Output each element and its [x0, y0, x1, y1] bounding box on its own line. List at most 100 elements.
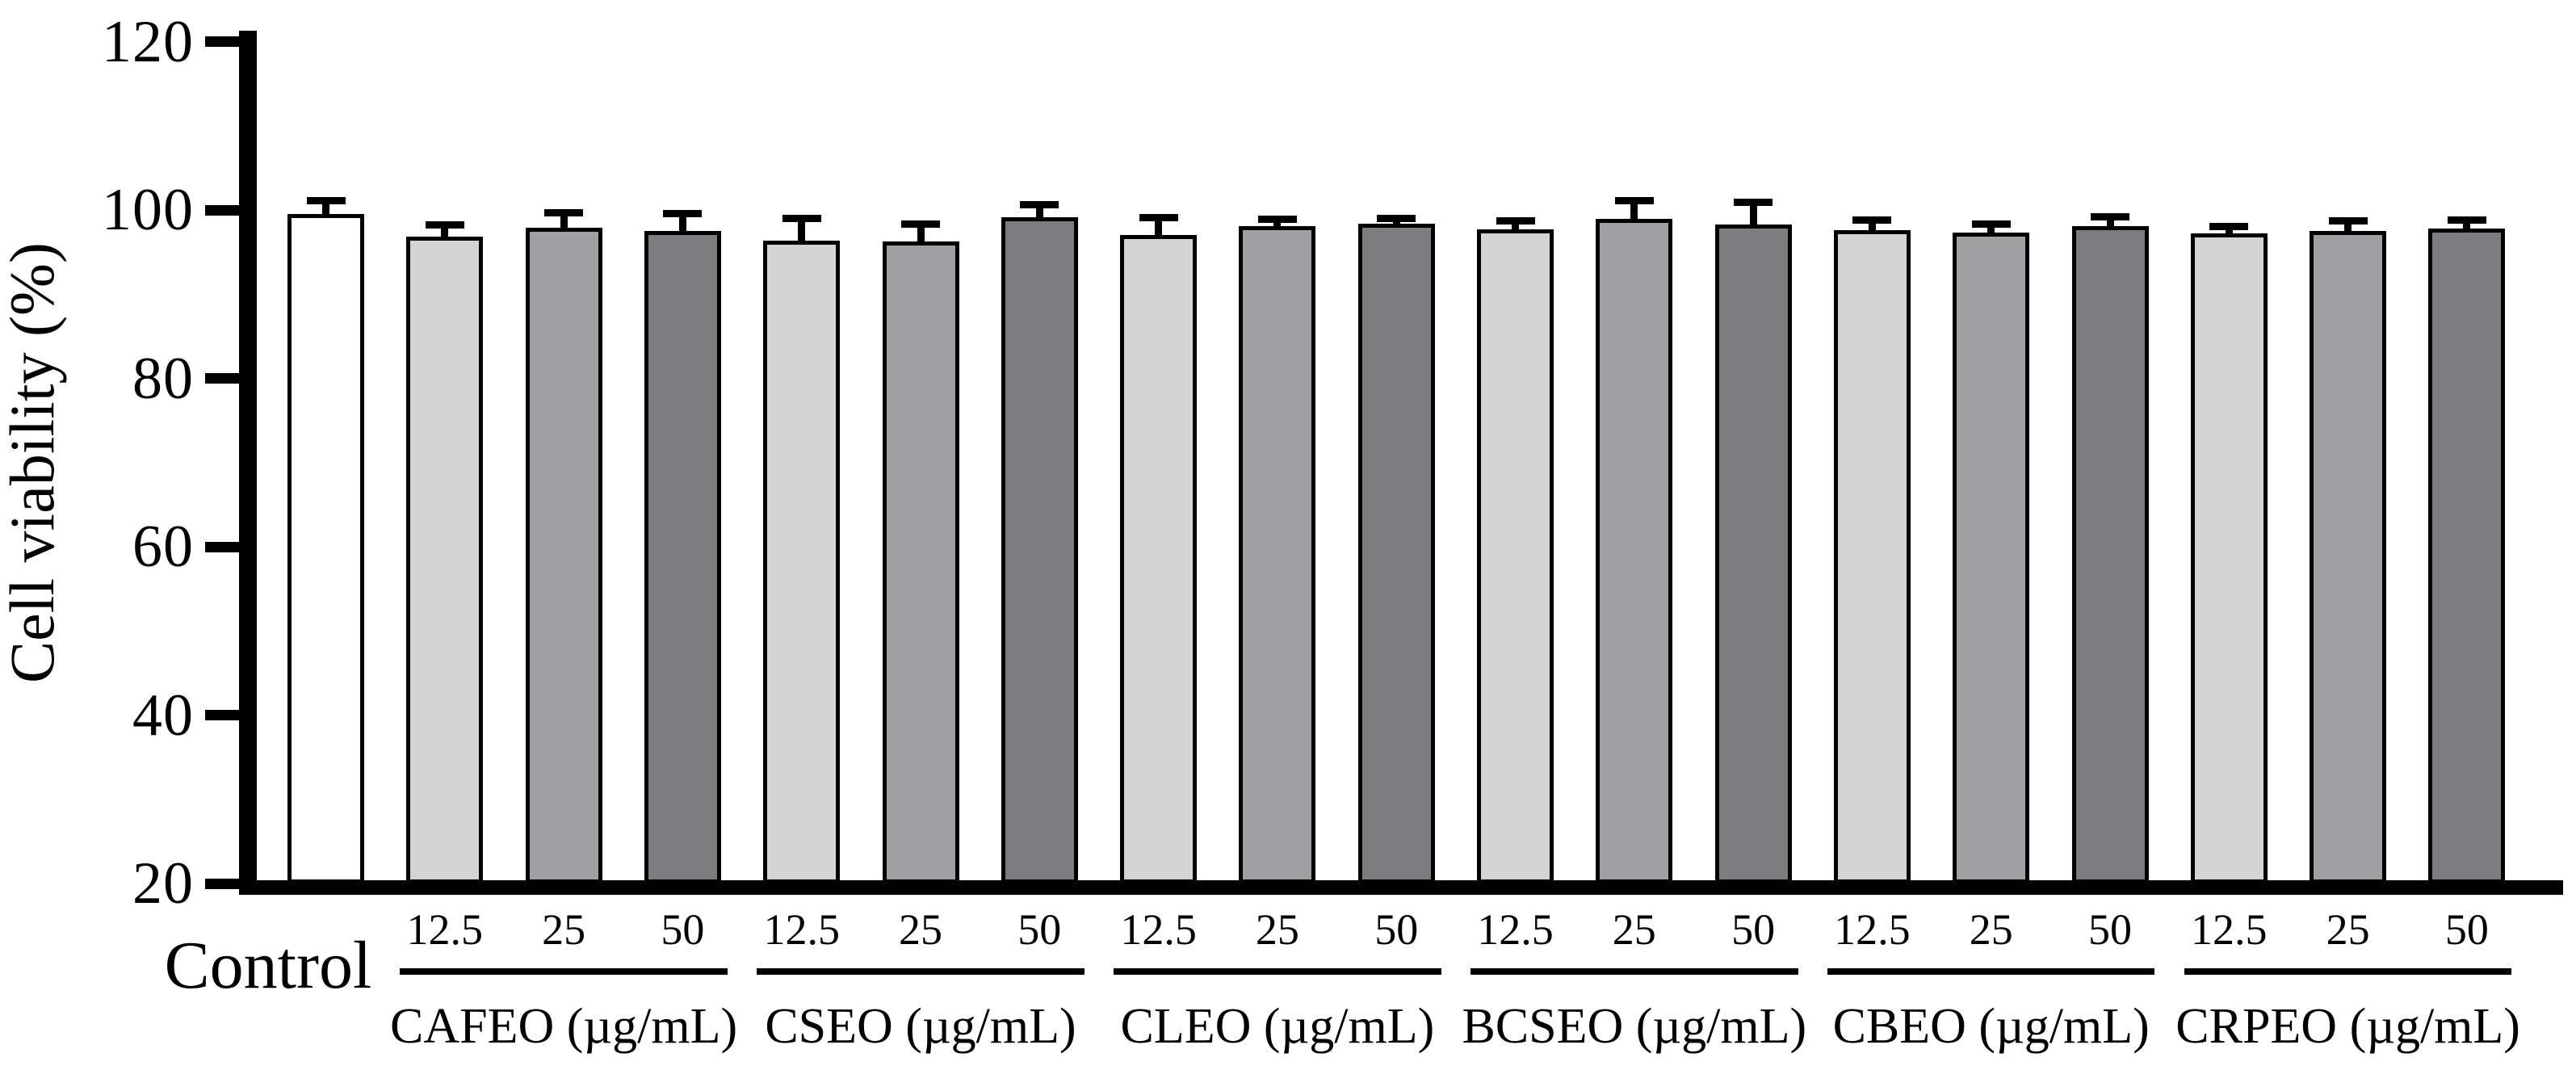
error-bar-cap	[306, 197, 346, 205]
bar	[406, 237, 484, 883]
x-dose-label: 50	[1374, 905, 1419, 954]
error-bar-stem	[441, 225, 449, 241]
error-bar-stem	[2344, 220, 2352, 236]
bar	[644, 231, 721, 883]
group-label: CRPEO (µg/mL)	[2175, 999, 2520, 1054]
error-bar-stem	[1987, 224, 1995, 237]
error-bar-stem	[1512, 220, 1519, 233]
error-bar-stem	[798, 218, 806, 245]
error-bar-cap	[1971, 220, 2011, 229]
y-tick-mark	[205, 204, 254, 216]
error-bar-stem	[1749, 202, 1757, 229]
x-dose-label: 12.5	[763, 905, 840, 954]
error-bar-cap	[1614, 197, 1654, 205]
error-bar-stem	[560, 212, 568, 232]
error-bar-cap	[1852, 216, 1892, 224]
error-bar-cap	[2447, 216, 2486, 224]
error-bar-stem	[1630, 200, 1638, 224]
x-axis-baseline	[239, 880, 2563, 895]
bar	[525, 227, 602, 883]
y-axis-line	[239, 31, 257, 895]
x-dose-label: 25	[1612, 905, 1656, 954]
error-bar-cap	[1020, 201, 1059, 209]
bar	[2310, 231, 2387, 883]
bar	[2190, 233, 2268, 883]
error-bar-stem	[1273, 219, 1282, 230]
x-dose-label: 12.5	[1120, 905, 1197, 954]
error-bar-cap	[782, 214, 821, 222]
x-dose-label: 25	[1255, 905, 1299, 954]
bar	[287, 214, 364, 883]
y-tick-label: 40	[132, 682, 194, 749]
error-bar-cap	[901, 220, 940, 229]
error-bar-cap	[2328, 217, 2368, 225]
x-dose-label: 50	[661, 905, 705, 954]
y-tick-label: 100	[102, 177, 194, 243]
x-dose-label: 50	[1731, 905, 1776, 954]
error-bar-cap	[1496, 217, 1535, 225]
x-dose-label: 50	[1017, 905, 1062, 954]
group-label: CBEO (µg/mL)	[1832, 999, 2150, 1054]
error-bar-cap	[663, 209, 703, 217]
y-tick-mark	[205, 36, 254, 47]
y-tick-mark	[205, 541, 254, 552]
error-bar-stem	[2463, 220, 2471, 233]
error-bar-cap	[425, 221, 464, 229]
y-axis-title: Cell viability (%)	[0, 242, 67, 683]
group-label: CLEO (µg/mL)	[1120, 999, 1435, 1054]
error-bar-cap	[1139, 213, 1178, 221]
bar	[1120, 235, 1198, 883]
error-bar-stem	[1035, 204, 1043, 222]
group-underline	[757, 968, 1085, 975]
y-tick-label: 80	[132, 345, 194, 412]
bar	[1596, 219, 1673, 883]
x-dose-label: 25	[1969, 905, 2013, 954]
y-tick-label: 120	[102, 8, 194, 75]
error-bar-stem	[1155, 217, 1163, 240]
group-label: CSEO (µg/mL)	[765, 999, 1076, 1054]
bar	[2428, 228, 2506, 883]
bar	[1477, 229, 1554, 883]
error-bar-cap	[1257, 215, 1297, 223]
x-dose-label: 50	[2444, 905, 2489, 954]
y-tick-mark	[205, 710, 254, 720]
bar	[1714, 224, 1792, 883]
group-underline	[1471, 968, 1798, 975]
error-bar-cap	[2091, 212, 2129, 220]
error-bar-stem	[2225, 226, 2233, 238]
x-dose-label: 25	[899, 905, 942, 954]
bar	[1001, 217, 1078, 883]
group-underline	[1114, 968, 1441, 975]
error-bar-stem	[917, 224, 925, 246]
bar	[2071, 225, 2149, 883]
group-underline	[2184, 968, 2512, 975]
bar	[1357, 223, 1435, 883]
y-tick-mark	[205, 878, 254, 889]
bar	[1953, 233, 2030, 883]
group-label: CAFEO (µg/mL)	[390, 999, 738, 1054]
group-underline	[1827, 968, 2155, 975]
error-bar-stem	[322, 200, 329, 219]
x-dose-label: 12.5	[2191, 905, 2268, 954]
x-dose-label: 25	[2326, 905, 2370, 954]
error-bar-stem	[678, 213, 686, 236]
error-bar-cap	[544, 208, 584, 216]
error-bar-stem	[1868, 220, 1876, 234]
error-bar-cap	[1377, 214, 1416, 222]
error-bar-stem	[1392, 218, 1400, 228]
x-dose-label: 12.5	[1477, 905, 1554, 954]
error-bar-stem	[2106, 216, 2114, 230]
x-dose-label: 25	[542, 905, 586, 954]
bar	[763, 240, 841, 883]
bar	[1833, 230, 1911, 883]
x-dose-label: 50	[2088, 905, 2132, 954]
error-bar-cap	[2209, 223, 2249, 231]
error-bar-cap	[1734, 199, 1773, 207]
bar	[1239, 225, 1316, 883]
bar	[882, 241, 959, 883]
y-tick-mark	[205, 373, 254, 384]
control-label: Control	[164, 928, 372, 1003]
y-tick-label: 20	[132, 850, 194, 917]
x-dose-label: 12.5	[406, 905, 484, 954]
